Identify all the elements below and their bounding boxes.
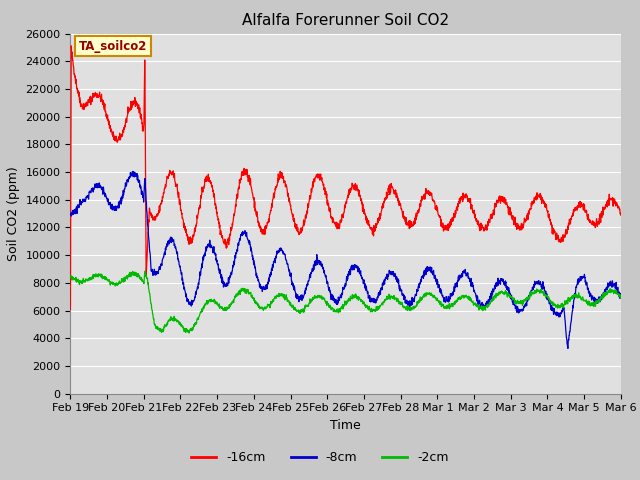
Title: Alfalfa Forerunner Soil CO2: Alfalfa Forerunner Soil CO2 — [242, 13, 449, 28]
Legend: -16cm, -8cm, -2cm: -16cm, -8cm, -2cm — [186, 446, 454, 469]
Text: TA_soilco2: TA_soilco2 — [79, 40, 147, 53]
X-axis label: Time: Time — [330, 419, 361, 432]
Y-axis label: Soil CO2 (ppm): Soil CO2 (ppm) — [7, 166, 20, 261]
